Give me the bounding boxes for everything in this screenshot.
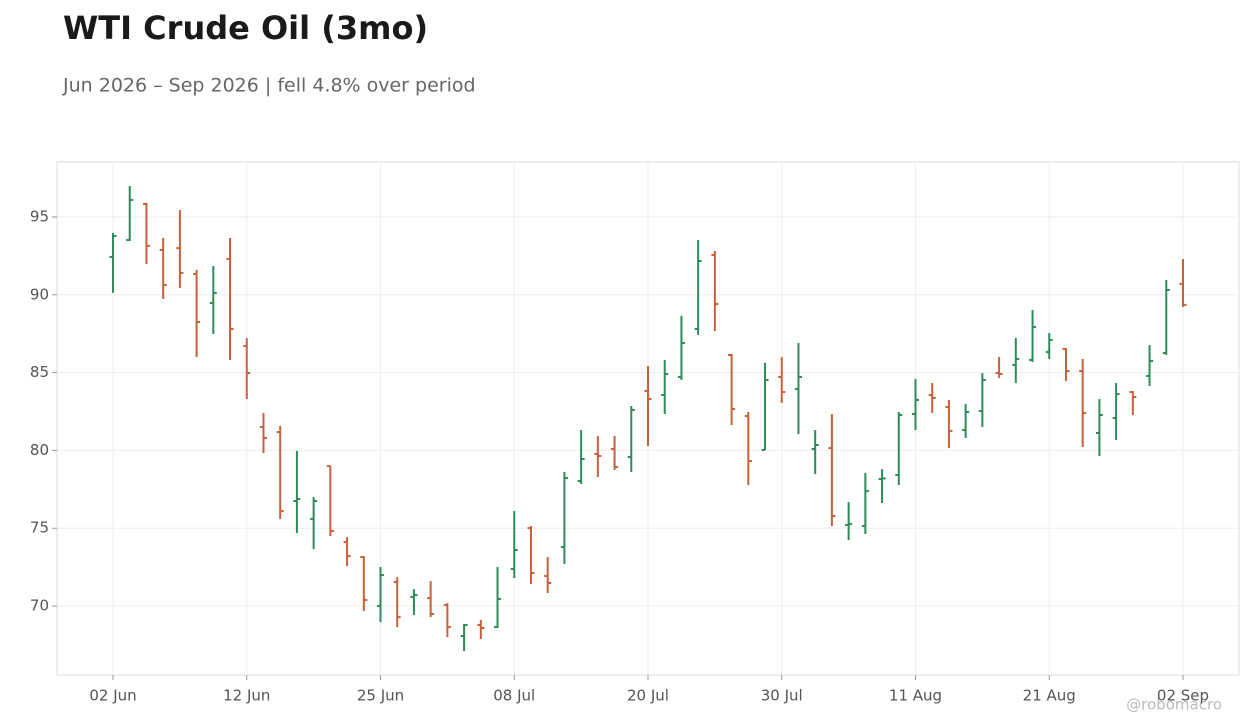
x-tick-label: 02 Sep	[1157, 687, 1209, 705]
y-tick-label: 75	[30, 519, 49, 537]
x-tick-label: 20 Jul	[627, 687, 669, 705]
chart-subtitle: Jun 2026 – Sep 2026 | fell 4.8% over per…	[62, 75, 476, 97]
x-tick-label: 12 Jun	[223, 687, 270, 705]
x-tick-label: 25 Jun	[357, 687, 404, 705]
chart-title: WTI Crude Oil (3mo)	[63, 9, 428, 47]
y-tick-label: 70	[30, 597, 49, 615]
y-tick-label: 85	[30, 363, 49, 381]
x-tick-label: 30 Jul	[761, 687, 803, 705]
x-tick-label: 21 Aug	[1023, 687, 1076, 705]
y-tick-label: 80	[30, 441, 49, 459]
y-tick-label: 90	[30, 285, 49, 303]
x-tick-label: 08 Jul	[493, 687, 535, 705]
x-tick-label: 02 Jun	[89, 687, 136, 705]
y-tick-label: 95	[30, 207, 49, 225]
x-tick-label: 11 Aug	[889, 687, 942, 705]
watermark: @robomacro	[1126, 696, 1222, 714]
